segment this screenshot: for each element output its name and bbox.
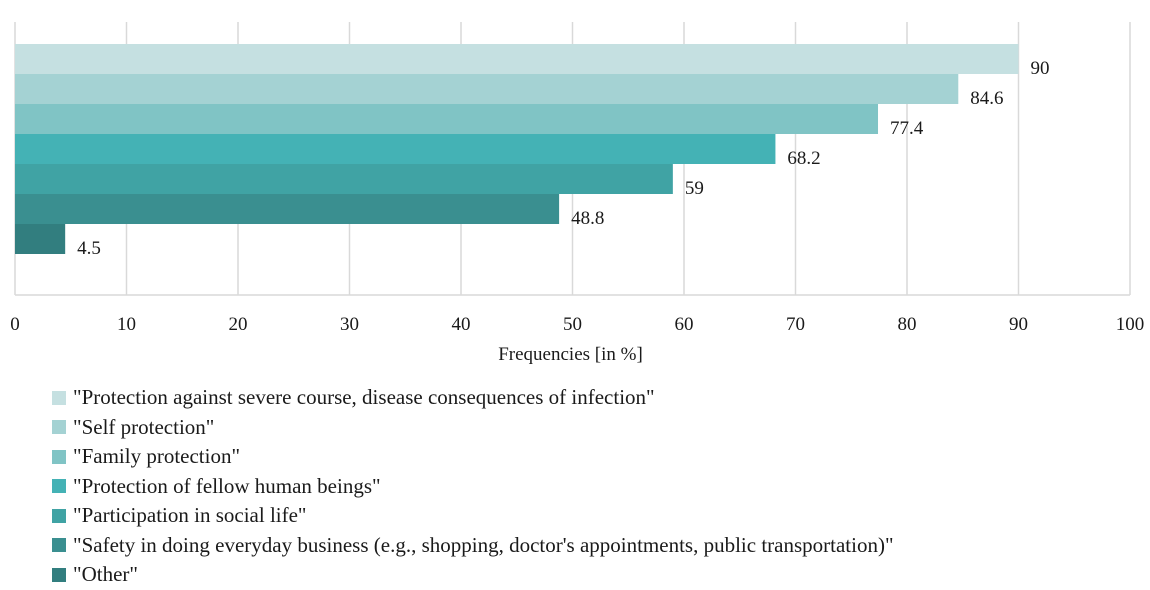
x-axis-label: Frequencies [in %] [498,344,643,365]
legend-label: "Safety in doing everyday business (e.g.… [73,532,894,557]
legend-label: "Protection of fellow human beings" [73,473,381,498]
x-tick-label: 20 [229,314,248,335]
bar [15,104,879,134]
bar-value-label: 4.5 [77,238,101,259]
x-tick-label: 40 [452,314,471,335]
legend-label: "Self protection" [73,414,215,439]
bar [15,74,959,104]
bar [15,224,66,254]
x-tick-labels: 0 10 20 30 40 50 60 70 80 90 100 [10,314,1144,335]
x-tick-label: 50 [563,314,582,335]
value-labels: 90 84.6 77.4 68.2 59 48.8 4.5 [77,58,1049,259]
bar [15,44,1019,74]
legend-swatch [52,390,66,405]
x-tick-label: 90 [1009,314,1028,335]
legend-label: "Participation in social life" [73,503,307,528]
x-tick-label: 60 [675,314,694,335]
bar-value-label: 68.2 [787,148,820,169]
bar [15,134,776,164]
legend-swatch [52,567,66,582]
legend-swatch [52,479,66,494]
bar [15,194,560,224]
x-tick-label: 70 [786,314,805,335]
bars [15,44,1019,254]
legend-swatch [52,449,66,464]
legend-swatch [52,508,66,523]
legend-swatch [52,420,66,435]
x-tick-label: 10 [117,314,136,335]
legend-swatch [52,538,66,553]
legend: "Protection against severe course, disea… [52,383,894,590]
legend-item: "Protection of fellow human beings" [52,472,894,502]
x-tick-label: 30 [340,314,359,335]
bar-value-label: 48.8 [571,208,604,229]
legend-item: "Protection against severe course, disea… [52,383,894,413]
bar-value-label: 77.4 [890,118,924,139]
legend-label: "Family protection" [73,444,241,469]
legend-label: "Protection against severe course, disea… [73,385,655,410]
bar-value-label: 90 [1031,58,1050,79]
bar-chart: 90 84.6 77.4 68.2 59 48.8 4.5 0 10 20 30 40 50 60 70 8… [10,22,1144,365]
bar [15,164,673,194]
bar-value-label: 84.6 [970,88,1003,109]
legend-item: "Participation in social life" [52,501,894,531]
legend-label: "Other" [73,562,138,587]
legend-item: "Safety in doing everyday business (e.g.… [52,531,894,561]
x-tick-label: 80 [898,314,917,335]
legend-item: "Family protection" [52,442,894,472]
legend-item: "Self protection" [52,413,894,443]
bar-value-label: 59 [685,178,704,199]
x-tick-label: 100 [1116,314,1145,335]
x-tick-label: 0 [10,314,20,335]
legend-item: "Other" [52,560,894,590]
